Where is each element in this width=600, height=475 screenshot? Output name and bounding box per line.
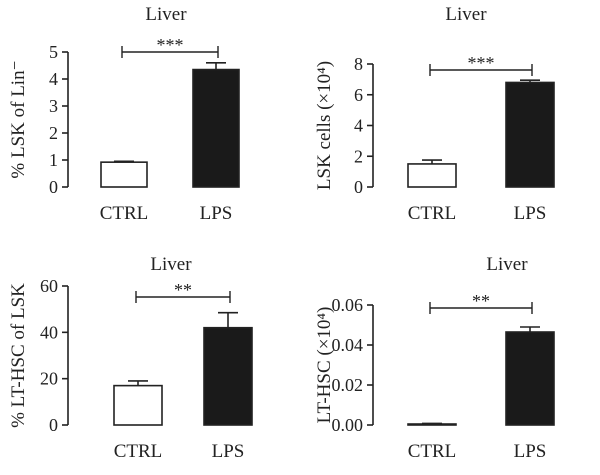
chart-panel-1: Liver % LSK of Lin⁻ 0 1 2 3 4 5 CTRL LPS ***: [8, 4, 240, 224]
bar-lps: [203, 326, 253, 426]
chart-panel-3: Liver % LT-HSC of LSK 0 20 40 60 CTRL LPS **: [8, 254, 253, 462]
bar-lps: [192, 68, 240, 188]
y-tick-label: 6: [354, 85, 363, 105]
y-tick-label: 0.02: [332, 375, 364, 395]
y-tick-label: 1: [49, 150, 58, 170]
bar-ctrl: [113, 384, 163, 426]
y-tick-label: 0.06: [332, 295, 364, 315]
y-tick-label: 0.00: [332, 415, 364, 435]
chart-title: Liver: [145, 4, 187, 25]
x-tick-label: CTRL: [408, 441, 457, 462]
y-tick-label: 20: [40, 369, 58, 389]
x-tick-label: LPS: [200, 203, 233, 224]
significance-label: ***: [468, 53, 495, 73]
chart-panel-2: Liver LSK cells (×10⁴) 0 2 4 6 8 CTRL LPS ***: [314, 4, 555, 224]
chart-title: Liver: [150, 254, 192, 275]
y-axis-label: % LSK of Lin⁻: [8, 60, 29, 178]
bar-ctrl: [100, 161, 148, 188]
x-tick-label: CTRL: [408, 203, 457, 224]
x-tick-label: LPS: [514, 203, 547, 224]
y-tick-label: 2: [49, 123, 58, 143]
y-tick-label: 40: [40, 322, 58, 342]
y-axis-label: LSK cells (×10⁴): [314, 61, 335, 190]
y-axis-label: LT-HSC (×10⁴): [314, 307, 335, 424]
x-tick-label: LPS: [212, 441, 245, 462]
significance-label: **: [174, 280, 192, 300]
chart-title: Liver: [445, 4, 487, 25]
y-tick-label: 4: [49, 69, 58, 89]
bar-lps: [505, 331, 555, 426]
significance-label: **: [472, 291, 490, 311]
y-tick-label: 5: [49, 42, 58, 62]
x-tick-label: LPS: [514, 441, 547, 462]
y-tick-label: 3: [49, 96, 58, 116]
y-tick-label: 2: [354, 146, 363, 166]
bar-lps: [505, 81, 555, 188]
y-tick-label: 60: [40, 276, 58, 296]
y-tick-label: 0: [354, 177, 363, 197]
x-tick-label: CTRL: [114, 441, 163, 462]
y-tick-label: 4: [354, 116, 363, 136]
x-tick-label: CTRL: [100, 203, 149, 224]
y-axis-label: % LT-HSC of LSK: [8, 283, 29, 428]
y-tick-label: 0: [49, 177, 58, 197]
chart-panel-4: Liver LT-HSC (×10⁴)0.00 0.02 0.04 0.06 CTRL LP…: [314, 254, 555, 462]
y-tick-label: 0: [49, 415, 58, 435]
significance-label: ***: [157, 35, 184, 55]
chart-title: Liver: [486, 254, 528, 275]
y-tick-label: 8: [354, 54, 363, 74]
y-tick-label: 0.04: [332, 335, 364, 355]
bar-ctrl: [407, 163, 457, 188]
